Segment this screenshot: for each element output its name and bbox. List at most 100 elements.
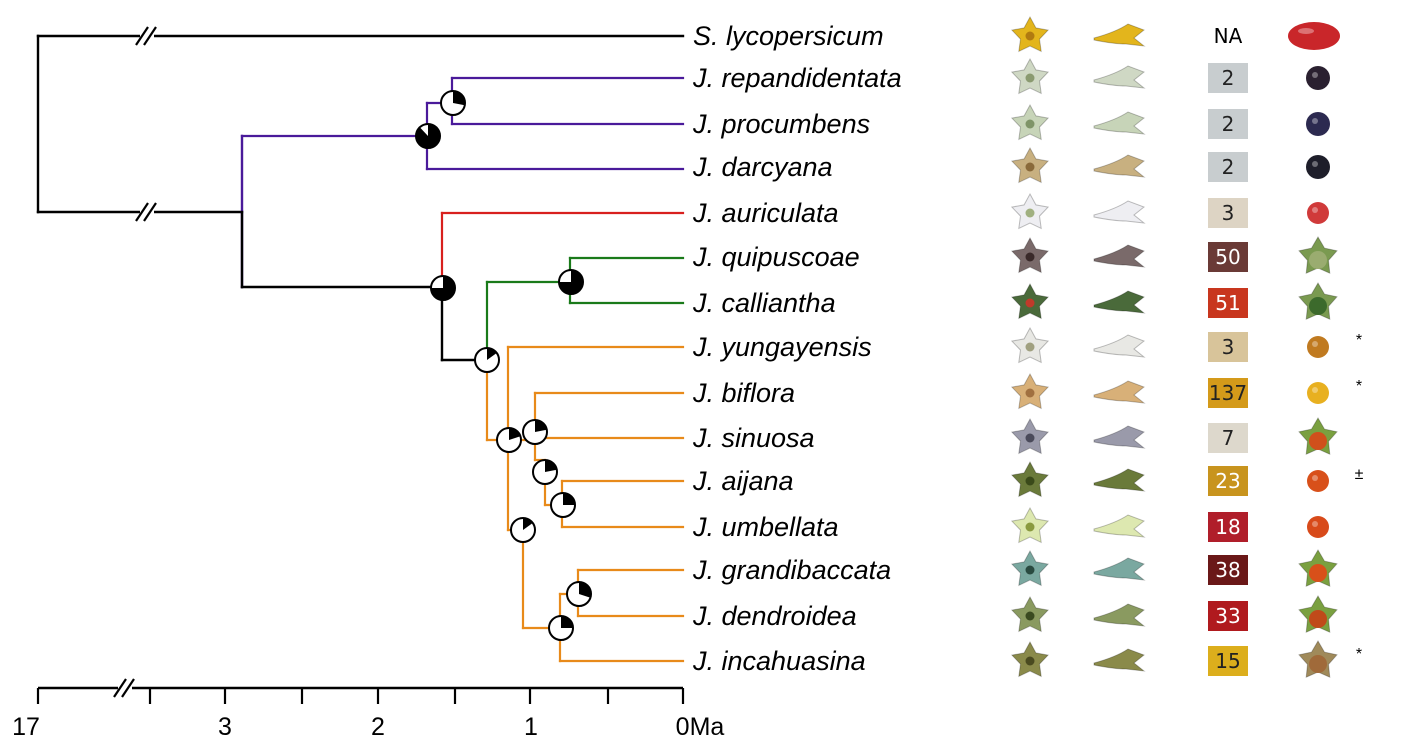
- fruit: [1307, 470, 1329, 492]
- taxon-label: S. lycopersicum: [693, 21, 884, 51]
- flower-profile: [1093, 468, 1146, 492]
- count-box: [1208, 109, 1248, 139]
- axis-break-mark: [143, 26, 157, 46]
- node-pie-fill: [453, 91, 465, 106]
- flower-profile: [1093, 380, 1146, 404]
- flower-profile: [1093, 514, 1146, 538]
- count-box: [1208, 63, 1248, 93]
- count-box: [1208, 332, 1248, 362]
- fruit-shine: [1312, 72, 1318, 78]
- flower-center: [1025, 522, 1035, 532]
- flower-profile: [1093, 603, 1146, 627]
- flower-center: [1025, 252, 1035, 262]
- count-value: 3: [1222, 201, 1235, 225]
- flower-center: [1025, 298, 1035, 308]
- flower-profile-images: [1093, 23, 1146, 672]
- count-box: [1208, 512, 1248, 542]
- flower-center: [1025, 611, 1035, 621]
- fruit: [1306, 155, 1330, 179]
- axis-break-gap: [140, 200, 154, 224]
- taxon-label: J. auriculata: [692, 198, 839, 228]
- fruit: [1309, 297, 1327, 315]
- flower-profile: [1093, 200, 1146, 224]
- flower-profile: [1093, 154, 1146, 178]
- fruit-shine: [1312, 521, 1318, 527]
- axis-tick-label: 2: [371, 713, 385, 741]
- flower-profile: [1093, 290, 1146, 314]
- time-axis: 17 3 2 1 0Ma: [12, 24, 724, 741]
- axis-break-mark: [113, 678, 127, 698]
- fruit: [1307, 382, 1329, 404]
- taxon-label: J. sinuosa: [692, 423, 815, 453]
- flower-center: [1025, 476, 1035, 486]
- count-value: 2: [1222, 112, 1235, 136]
- node-pie-fill: [561, 616, 573, 628]
- count-box: [1208, 466, 1248, 496]
- fruit: [1306, 112, 1330, 136]
- node-pie-fill: [431, 276, 455, 300]
- flower-profile: [1093, 557, 1146, 581]
- node-pie-fill: [523, 518, 533, 530]
- count-value: 50: [1215, 245, 1240, 269]
- fruit: [1309, 610, 1327, 628]
- count-value: 51: [1215, 291, 1240, 315]
- count-box: [1208, 198, 1248, 228]
- count-box: [1208, 288, 1248, 318]
- axis-tick-label: 17: [12, 713, 40, 741]
- count-value: NA: [1214, 24, 1243, 48]
- flower-profile: [1093, 425, 1146, 449]
- flower-center: [1025, 208, 1035, 218]
- fruit-mark: ±: [1355, 466, 1364, 483]
- count-box: [1208, 423, 1248, 453]
- fruit-shine: [1298, 28, 1314, 34]
- count-value: 15: [1215, 649, 1240, 673]
- flower-profile: [1093, 111, 1146, 135]
- flower-center: [1025, 656, 1035, 666]
- fruit-shine: [1312, 118, 1318, 124]
- flower-center: [1025, 388, 1035, 398]
- count-box: [1208, 378, 1248, 408]
- node-pie-fill: [579, 582, 591, 598]
- taxon-label: J. yungayensis: [692, 332, 872, 362]
- fruit: [1309, 432, 1327, 450]
- count-value: 18: [1215, 515, 1240, 539]
- count-value: 2: [1222, 155, 1235, 179]
- flower-images: [1010, 15, 1050, 678]
- taxon-label: J. darcyana: [692, 152, 833, 182]
- fruit-shine: [1312, 341, 1318, 347]
- axis-tick-label: 3: [218, 713, 232, 741]
- axis-tick-label: 1: [524, 713, 538, 741]
- axis-break-mark: [121, 678, 135, 698]
- taxon-label: J. repandidentata: [692, 63, 902, 93]
- flower-center: [1025, 31, 1035, 41]
- taxon-label: J. aijana: [692, 466, 794, 496]
- axis-break-mark: [143, 202, 157, 222]
- fruit: [1306, 66, 1330, 90]
- flower-center: [1025, 433, 1035, 443]
- axis-tick-label: 0Ma: [676, 713, 725, 741]
- flower-profile: [1093, 244, 1146, 268]
- fruit-mark: *: [1356, 378, 1362, 395]
- fruit-shine: [1312, 161, 1318, 167]
- node-pie-fill: [416, 124, 441, 148]
- fruit: [1307, 516, 1329, 538]
- fruit-mark: *: [1356, 646, 1362, 663]
- flower-center: [1025, 162, 1035, 172]
- axis-break-mark: [135, 26, 149, 46]
- flower-center: [1025, 342, 1035, 352]
- count-box: [1208, 152, 1248, 182]
- fruit: [1309, 251, 1327, 269]
- count-value: 38: [1215, 558, 1240, 582]
- flower-center: [1025, 565, 1035, 575]
- count-value: 23: [1215, 469, 1240, 493]
- fruit-images: * * ± *: [1288, 22, 1364, 679]
- count-value: 137: [1209, 381, 1247, 405]
- flower-profile: [1093, 648, 1146, 672]
- node-pie-fill: [559, 270, 583, 294]
- flower-profile: [1093, 23, 1146, 47]
- fruit-mark: *: [1356, 332, 1362, 349]
- node-pie-fill: [545, 460, 557, 472]
- fruit-shine: [1312, 207, 1318, 213]
